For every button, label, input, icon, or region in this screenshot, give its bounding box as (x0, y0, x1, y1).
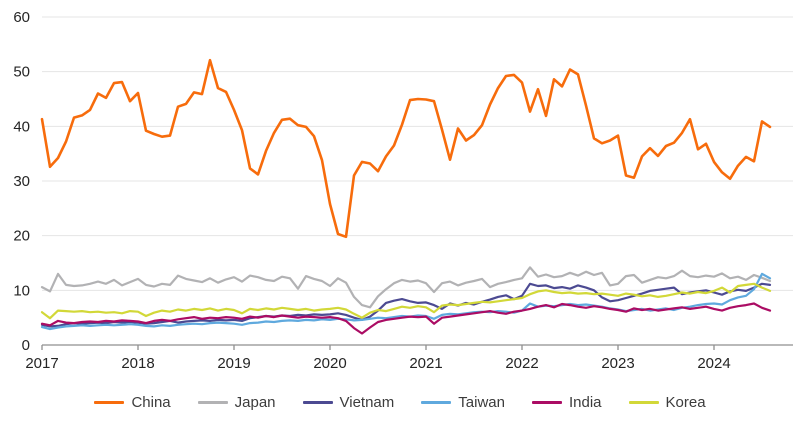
x-tick-label-2021: 2021 (409, 355, 442, 372)
x-tick-label-2017: 2017 (25, 355, 58, 372)
legend-label-india: India (568, 393, 602, 411)
x-tick-label-2019: 2019 (217, 355, 250, 372)
x-tick-label-2020: 2020 (313, 355, 346, 372)
line-japan (40, 266, 772, 309)
line-china (40, 58, 772, 239)
y-tick-label-0: 0 (22, 337, 30, 354)
legend-swatch-china (94, 400, 125, 404)
legend-label-taiwan: Taiwan (458, 393, 505, 411)
legend-item-india: India (531, 393, 602, 411)
y-tick-label-50: 50 (13, 64, 30, 81)
x-tick-label-2018: 2018 (121, 355, 154, 372)
legend-item-taiwan: Taiwan (421, 395, 505, 410)
y-tick-label-30: 30 (13, 173, 30, 190)
y-tick-label-40: 40 (13, 118, 30, 135)
gridlines (42, 16, 793, 291)
x-tick-label-2023: 2023 (601, 355, 634, 372)
y-axis-tick-labels: 0 10 20 30 40 50 60 (13, 9, 30, 354)
y-tick-label-20: 20 (13, 228, 30, 245)
legend-item-japan: Japan (197, 393, 276, 411)
legend-swatch-vietnam (302, 400, 333, 404)
y-tick-label-60: 60 (13, 9, 30, 26)
line-vietnam (40, 282, 772, 328)
legend-swatch-india (531, 400, 562, 404)
y-tick-label-10: 10 (13, 282, 30, 299)
legend-label-vietnam: Vietnam (339, 393, 395, 411)
legend-label-japan: Japan (234, 393, 276, 411)
legend-swatch-japan (197, 400, 228, 404)
legend-label-korea: Korea (665, 393, 706, 411)
x-tick-label-2024: 2024 (697, 355, 730, 372)
legend-swatch-taiwan (421, 400, 452, 404)
x-axis (41, 344, 793, 350)
x-tick-label-2022: 2022 (505, 355, 538, 372)
legend-label-china: China (131, 393, 171, 411)
x-axis-tick-labels: 2017 2018 2019 2020 2021 2022 2023 2024 (25, 355, 730, 372)
legend-swatch-korea (628, 400, 659, 404)
line-korea (40, 282, 772, 320)
legend-item-china: China (94, 393, 171, 411)
chart-legend: China Japan Vietnam Taiwan India Korea (0, 390, 800, 414)
legend-item-korea: Korea (628, 393, 706, 411)
series-lines (40, 58, 772, 335)
line-india (40, 302, 772, 335)
legend-item-vietnam: Vietnam (302, 393, 395, 411)
